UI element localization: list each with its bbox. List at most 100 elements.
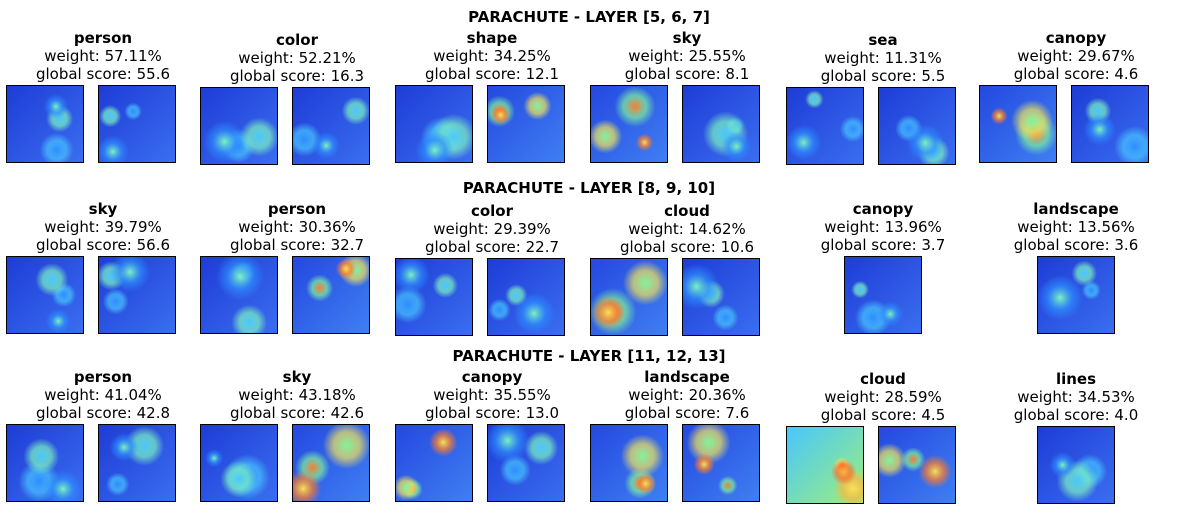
heatmap-image: [7, 257, 83, 333]
heatmap-thumbnail: [395, 85, 473, 163]
heatmap-image: [683, 259, 759, 335]
concept-name: cloud: [860, 370, 906, 388]
concept-name: lines: [1055, 370, 1097, 388]
heatmap-image: [201, 88, 277, 164]
heatmap-image: [488, 425, 564, 501]
concept-name: cloud: [664, 202, 710, 220]
heatmap-thumbnail: [487, 424, 565, 502]
heatmap-thumbnail: [682, 258, 760, 336]
concept-panel: landscape weight: 20.36% global score: 7…: [590, 368, 784, 502]
concept-name: landscape: [1033, 200, 1119, 218]
concept-panel: sky weight: 25.55% global score: 8.1: [590, 29, 784, 163]
heatmap-pair: [786, 256, 980, 334]
heatmap-pair: [200, 424, 394, 502]
concept-weight: weight: 30.36%: [238, 218, 356, 236]
heatmap-image: [293, 425, 369, 501]
concept-weight: weight: 34.53%: [1017, 388, 1135, 406]
heatmap-thumbnail: [6, 424, 84, 502]
heatmap-thumbnail: [487, 85, 565, 163]
concept-score: global score: 42.6: [229, 404, 365, 422]
heatmap-pair: [590, 424, 784, 502]
concept-name: sky: [88, 200, 118, 218]
concept-score: global score: 16.3: [229, 67, 365, 85]
concept-panel: shape weight: 34.25% global score: 12.1: [395, 29, 589, 163]
heatmap-thumbnail: [878, 87, 956, 165]
concept-score: global score: 32.7: [229, 236, 365, 254]
concept-panel: landscape weight: 13.56% global score: 3…: [979, 200, 1173, 334]
concept-panel: canopy weight: 13.96% global score: 3.7: [786, 200, 980, 334]
heatmap-image: [787, 88, 863, 164]
concept-panel: cloud weight: 14.62% global score: 10.6: [590, 202, 784, 336]
heatmap-thumbnail: [292, 424, 370, 502]
heatmap-thumbnail: [98, 85, 176, 163]
heatmap-thumbnail: [590, 424, 668, 502]
concept-weight: weight: 41.04%: [44, 386, 162, 404]
concept-score: global score: 4.0: [1013, 406, 1139, 424]
concept-panel: sky weight: 43.18% global score: 42.6: [200, 368, 394, 502]
concept-name: sky: [672, 29, 702, 47]
concept-score: global score: 56.6: [35, 236, 171, 254]
heatmap-pair: [395, 424, 589, 502]
section-title-1: PARACHUTE - LAYER [5, 6, 7]: [468, 8, 710, 26]
heatmap-image: [488, 86, 564, 162]
concept-name: person: [73, 29, 133, 47]
heatmap-pair: [6, 424, 200, 502]
heatmap-image: [99, 425, 175, 501]
concept-weight: weight: 57.11%: [44, 47, 162, 65]
concept-weight: weight: 39.79%: [44, 218, 162, 236]
concept-name: color: [470, 202, 514, 220]
concept-name: canopy: [852, 200, 914, 218]
heatmap-pair: [200, 87, 394, 165]
concept-panel: sea weight: 11.31% global score: 5.5: [786, 31, 980, 165]
heatmap-image: [683, 425, 759, 501]
heatmap-thumbnail: [786, 426, 864, 504]
concept-name: landscape: [644, 368, 730, 386]
concept-panel: person weight: 57.11% global score: 55.6: [6, 29, 200, 163]
heatmap-image: [7, 425, 83, 501]
concept-name: color: [275, 31, 319, 49]
heatmap-image: [879, 427, 955, 503]
concept-score: global score: 22.7: [424, 238, 560, 256]
heatmap-thumbnail: [979, 85, 1057, 163]
concept-weight: weight: 52.21%: [238, 49, 356, 67]
heatmap-pair: [979, 256, 1173, 334]
heatmap-pair: [6, 256, 200, 334]
concept-score: global score: 3.7: [820, 236, 946, 254]
concept-weight: weight: 20.36%: [628, 386, 746, 404]
heatmap-pair: [200, 256, 394, 334]
heatmap-thumbnail: [590, 85, 668, 163]
section-title-2: PARACHUTE - LAYER [8, 9, 10]: [462, 179, 716, 197]
concept-panel: lines weight: 34.53% global score: 4.0: [979, 370, 1173, 504]
concept-weight: weight: 29.39%: [433, 220, 551, 238]
heatmap-thumbnail: [1037, 426, 1115, 504]
heatmap-pair: [979, 426, 1173, 504]
concept-name: sky: [282, 368, 312, 386]
concept-name: sea: [868, 31, 898, 49]
heatmap-thumbnail: [590, 258, 668, 336]
heatmap-thumbnail: [844, 256, 922, 334]
heatmap-pair: [979, 85, 1173, 163]
concept-name: person: [267, 200, 327, 218]
concept-name: canopy: [461, 368, 523, 386]
concept-weight: weight: 13.96%: [824, 218, 942, 236]
concept-weight: weight: 28.59%: [824, 388, 942, 406]
heatmap-pair: [590, 85, 784, 163]
heatmap-image: [99, 86, 175, 162]
heatmap-pair: [395, 258, 589, 336]
concept-score: global score: 10.6: [619, 238, 755, 256]
heatmap-image: [591, 425, 667, 501]
concept-score: global score: 13.0: [424, 404, 560, 422]
heatmap-image: [396, 86, 472, 162]
concept-score: global score: 4.6: [1013, 65, 1139, 83]
heatmap-thumbnail: [395, 424, 473, 502]
heatmap-image: [99, 257, 175, 333]
heatmap-image: [1072, 86, 1148, 162]
concept-panel: person weight: 41.04% global score: 42.8: [6, 368, 200, 502]
heatmap-image: [879, 88, 955, 164]
heatmap-thumbnail: [487, 258, 565, 336]
heatmap-thumbnail: [98, 424, 176, 502]
heatmap-image: [1038, 257, 1114, 333]
concept-weight: weight: 29.67%: [1017, 47, 1135, 65]
concept-score: global score: 55.6: [35, 65, 171, 83]
concept-panel: color weight: 29.39% global score: 22.7: [395, 202, 589, 336]
